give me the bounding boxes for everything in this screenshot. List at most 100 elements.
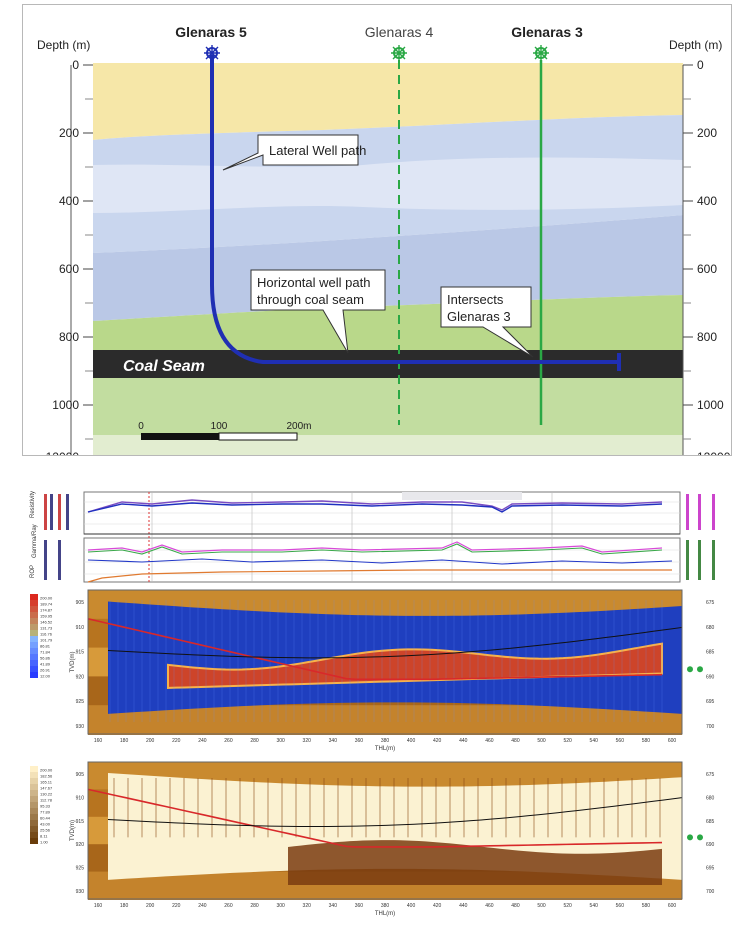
legend-swatch <box>30 796 38 802</box>
y-tick-label: 930 <box>76 889 85 895</box>
legend-value: 60.44 <box>40 816 51 821</box>
x-tick-label: 240 <box>198 738 207 744</box>
legend-swatch <box>30 636 38 642</box>
right-tick-label: 675 <box>706 772 715 778</box>
y-tick-label: 905 <box>76 772 85 778</box>
glenaras-3-wellhead-icon <box>533 45 549 61</box>
legend-swatch <box>30 778 38 784</box>
x-tick-label: 200 <box>146 738 155 744</box>
svg-text:through coal seam: through coal seam <box>257 292 364 307</box>
legend-value: 174.87 <box>40 608 53 613</box>
x-tick-label: 340 <box>329 738 338 744</box>
svg-text:0: 0 <box>138 421 144 432</box>
x-tick-label: 460 <box>485 903 494 909</box>
legend-swatch <box>30 624 38 630</box>
legend-swatch <box>30 838 38 844</box>
legend-value: 1.00 <box>40 840 49 845</box>
legend-value: 25.56 <box>40 828 51 833</box>
x-tick-label: 360 <box>355 903 364 909</box>
legend-value: 165.11 <box>40 780 53 785</box>
color-legend: 200.00189.74174.87159.95146.52131.73116.… <box>30 594 53 679</box>
x-tick-label: 320 <box>303 903 312 909</box>
depth-tick-label-left: 0 <box>72 58 79 72</box>
svg-text:Glenaras 3: Glenaras 3 <box>447 309 511 324</box>
depth-tick-label-right: 400 <box>697 194 717 208</box>
svg-text:100: 100 <box>211 421 228 432</box>
resistivity-section-panel: 200.00 189.74 174.87 159.95 146.52 131.73 116.… <box>22 586 732 756</box>
glenaras-5-well-path <box>210 55 619 364</box>
legend-value: 116.76 <box>40 632 53 637</box>
x-tick-label: 460 <box>485 738 494 744</box>
glenaras-5-wellhead-icon <box>204 45 220 61</box>
depth-tick-label-left: 12000 <box>46 450 80 455</box>
x-tick-label: 340 <box>329 903 338 909</box>
legend-value: 130.22 <box>40 792 53 797</box>
x-tick-label: 580 <box>642 738 651 744</box>
legend-value: 147.67 <box>40 786 53 791</box>
x-axis-label: THL(m) <box>375 746 395 752</box>
legend-swatch <box>30 766 38 772</box>
well-label-glenaras-3: Glenaras 3 <box>511 24 583 40</box>
legend-swatch <box>30 820 38 826</box>
svg-text:Lateral Well path: Lateral Well path <box>269 143 366 158</box>
depth-tick-label-right: 1000 <box>697 398 724 412</box>
legend-swatch <box>30 826 38 832</box>
y-tick-label: 915 <box>76 819 85 825</box>
svg-text:Intersects: Intersects <box>447 292 504 307</box>
legend-swatch <box>30 612 38 618</box>
lateral-well-path-callout: Lateral Well path <box>222 134 366 171</box>
x-tick-label: 520 <box>563 903 572 909</box>
legend-swatch <box>30 808 38 814</box>
x-tick-label: 280 <box>250 903 259 909</box>
intersects-callout: Intersects Glenaras 3 <box>440 286 534 358</box>
legend-swatch <box>30 594 38 600</box>
y-tick-label: 910 <box>76 625 85 631</box>
y-tick-label: 925 <box>76 699 85 705</box>
x-tick-label: 200 <box>146 903 155 909</box>
coal-seam-label: Coal Seam <box>123 358 205 375</box>
cross-section-svg: Depth (m) Depth (m) 0 0 200 200 400 400 600 600… <box>37 24 731 464</box>
x-tick-label: 500 <box>537 738 546 744</box>
legend-value: 86.81 <box>40 644 51 649</box>
right-tick-label: 695 <box>706 866 715 872</box>
depth-tick-label-left: 800 <box>59 330 79 344</box>
right-tick-label: 675 <box>706 600 715 606</box>
depth-tick-label-right: 0 <box>697 58 704 72</box>
x-tick-label: 240 <box>198 903 207 909</box>
x-tick-label: 400 <box>407 738 416 744</box>
x-axis-label: THL(m) <box>375 911 395 917</box>
legend-swatch <box>30 784 38 790</box>
y-tick-label: 920 <box>76 674 85 680</box>
well-trajectory-line <box>87 788 663 848</box>
right-tick-label: 680 <box>706 625 715 631</box>
depth-tick-label-right: 600 <box>697 262 717 276</box>
legend-value: 95.33 <box>40 804 51 809</box>
depth-tick-label-left: 600 <box>59 262 79 276</box>
y-axis-label: TVD(m) <box>70 652 76 673</box>
svg-text:Horizontal well path: Horizontal well path <box>257 275 370 290</box>
x-tick-label: 400 <box>407 903 416 909</box>
legend-value: 56.86 <box>40 656 51 661</box>
y-tick-label: 920 <box>76 842 85 848</box>
x-tick-label: 420 <box>433 738 442 744</box>
legend-swatch <box>30 630 38 636</box>
x-tick-label: 280 <box>250 738 259 744</box>
right-tick-label: 700 <box>706 724 715 730</box>
legend-value: 182.56 <box>40 774 53 779</box>
legend-swatch <box>30 832 38 838</box>
depth-tick-label-left: 1000 <box>52 398 79 412</box>
depth-tick-label-left: 200 <box>59 126 79 140</box>
x-tick-label: 600 <box>668 738 677 744</box>
horizontal-well-path-callout: Horizontal well path through coal seam <box>250 269 386 354</box>
right-tick-label: 700 <box>706 889 715 895</box>
legend-value: 200.00 <box>40 768 53 773</box>
svg-text:200m: 200m <box>286 421 311 432</box>
x-tick-label: 440 <box>459 738 468 744</box>
y-axis-label: TVD(m) <box>70 820 76 841</box>
legend-swatch <box>30 606 38 612</box>
legend-value: 189.74 <box>40 602 53 607</box>
track-title-resistivity: Resistivity <box>30 491 36 518</box>
x-tick-label: 480 <box>511 738 520 744</box>
gamma-section-panel: 200.00 182.56 165.11 147.67 130.22 112.78 95.3… <box>22 758 732 921</box>
well-trajectory-line <box>87 618 663 681</box>
